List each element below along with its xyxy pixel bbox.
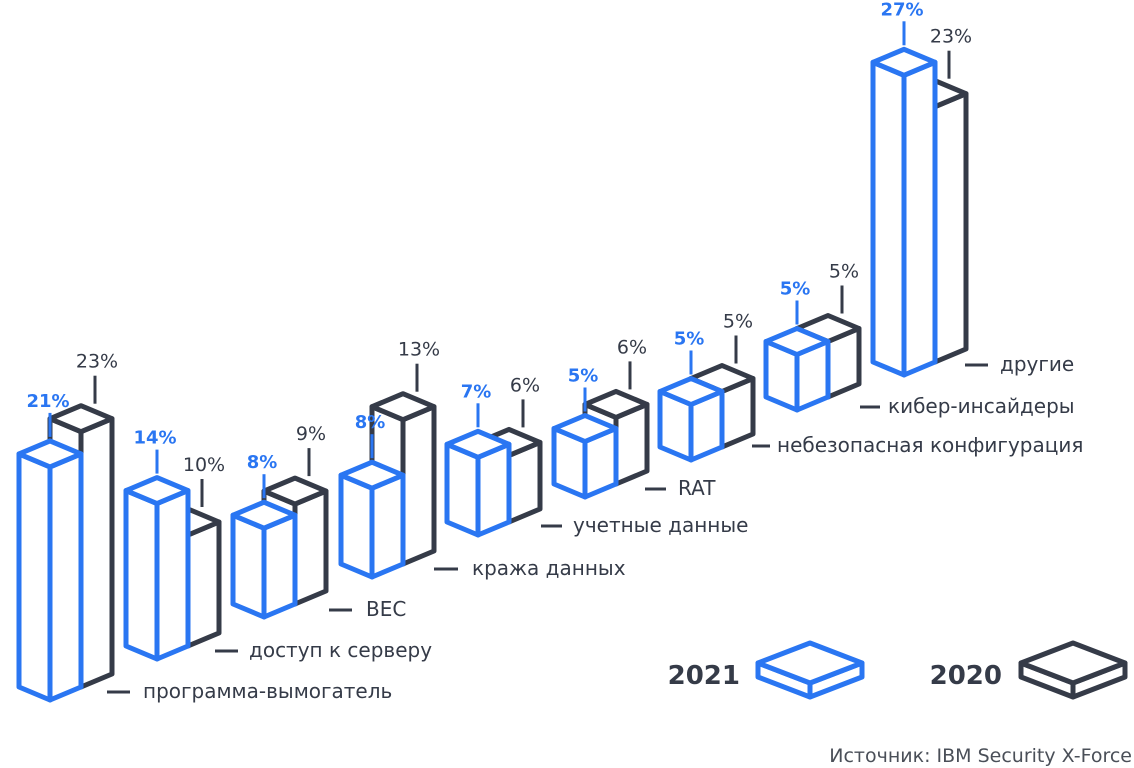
category-label-4: учетные данные bbox=[573, 513, 748, 537]
bar-2021-6 bbox=[657, 376, 725, 463]
category-label-3: кража данных bbox=[472, 556, 626, 580]
value-label-2021-8: 27% bbox=[880, 0, 923, 20]
legend: 2021 2020 bbox=[668, 640, 1128, 700]
value-label-2020-1: 10% bbox=[183, 454, 225, 476]
value-label-2021-0: 21% bbox=[26, 391, 69, 412]
bar-2021-2 bbox=[230, 499, 298, 620]
value-label-2020-2: 9% bbox=[296, 423, 326, 445]
value-label-2021-4: 7% bbox=[461, 381, 492, 402]
labels-layer: 21% 23% программа-вымогатель 14% 10% доступ к… bbox=[26, 0, 1083, 703]
value-label-2020-3: 13% bbox=[398, 339, 440, 361]
value-label-2020-0: 23% bbox=[76, 351, 118, 373]
value-label-2021-7: 5% bbox=[780, 279, 811, 300]
value-label-2020-8: 23% bbox=[930, 26, 972, 48]
category-label-7: кибер-инсайдеры bbox=[888, 394, 1075, 418]
legend-label-2020: 2020 bbox=[930, 661, 1002, 691]
bar-2021-0 bbox=[16, 438, 84, 703]
category-label-6: небезопасная конфигурация bbox=[777, 433, 1083, 457]
category-label-1: доступ к серверу bbox=[249, 638, 432, 662]
value-label-2020-5: 6% bbox=[617, 336, 647, 358]
legend-swatch-2021 bbox=[755, 640, 865, 700]
value-label-2021-5: 5% bbox=[568, 366, 599, 387]
category-label-8: другие bbox=[1000, 352, 1074, 376]
value-label-2020-6: 5% bbox=[723, 311, 753, 333]
category-label-2: BEC bbox=[366, 597, 406, 621]
legend-label-2021: 2021 bbox=[668, 661, 740, 691]
category-label-0: программа-вымогатель bbox=[143, 679, 392, 703]
bars-layer bbox=[16, 46, 969, 703]
bar-2021-1 bbox=[123, 475, 191, 662]
bar-2021-5 bbox=[551, 413, 619, 500]
bar-2021-7 bbox=[763, 326, 831, 413]
bar-2021-3 bbox=[338, 459, 406, 580]
source-note: Источник: IBM Security X-Force bbox=[829, 745, 1132, 767]
value-label-2020-4: 6% bbox=[510, 374, 540, 396]
value-label-2021-1: 14% bbox=[133, 428, 176, 449]
category-label-5: RAT bbox=[678, 476, 716, 500]
legend-swatch-2020 bbox=[1018, 640, 1128, 700]
value-label-2020-7: 5% bbox=[829, 261, 859, 283]
bar-2021-4 bbox=[444, 428, 512, 538]
bar-2021-8 bbox=[870, 46, 938, 378]
value-label-2021-6: 5% bbox=[674, 329, 705, 350]
value-label-2021-2: 8% bbox=[247, 452, 278, 473]
value-label-2021-3: 8% bbox=[355, 412, 386, 433]
